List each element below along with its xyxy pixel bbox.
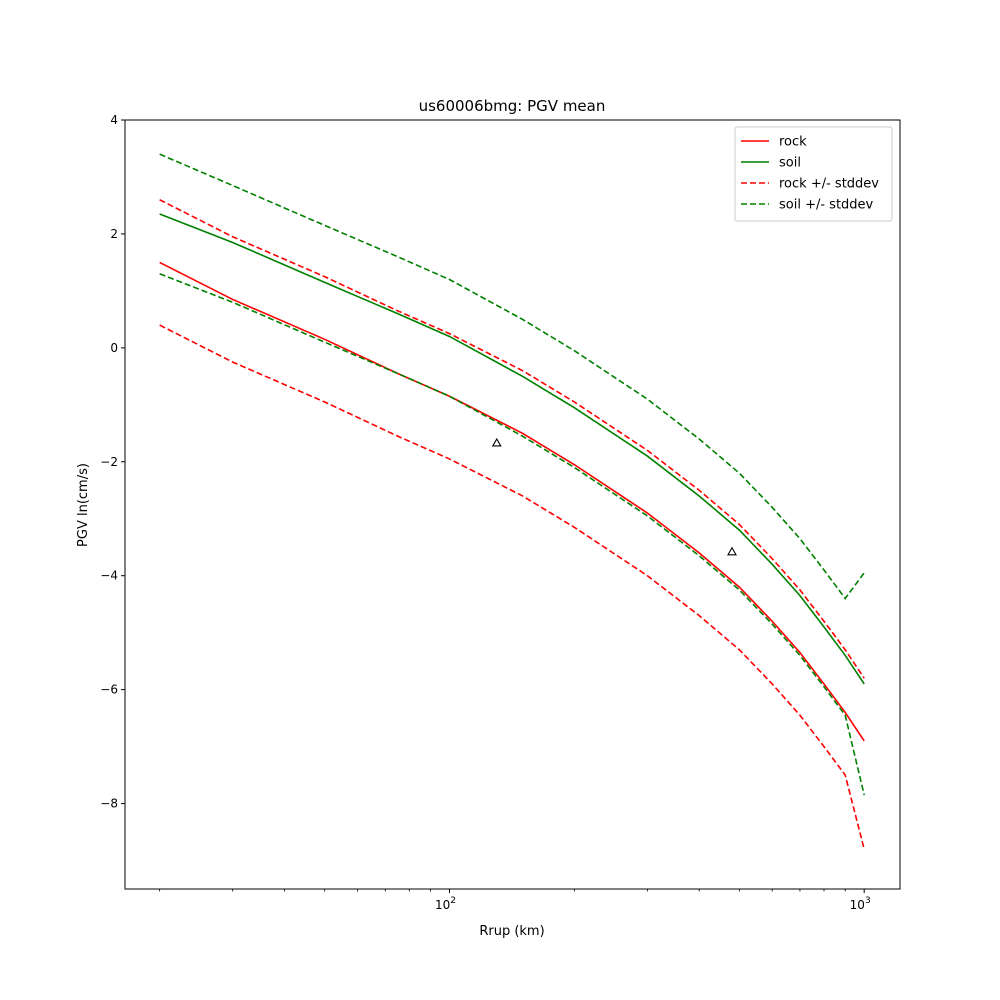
series-line-1 — [159, 213, 865, 685]
y-tick-label-6: −8 — [100, 797, 118, 811]
series-line-3 — [159, 324, 865, 850]
x-axis-label: Rrup (km) — [479, 924, 544, 939]
y-tick-label-4: −4 — [100, 569, 118, 583]
legend-label-3: soil +/- stddev — [779, 198, 874, 213]
legend: rock soil rock +/- stddev soil +/- stddev — [734, 126, 893, 222]
y-tick-label-3: −2 — [100, 455, 118, 469]
plot-frame — [124, 119, 901, 890]
series-line-2 — [159, 199, 865, 679]
legend-label-1: soil — [779, 156, 801, 171]
y-tick-label-0: 4 — [110, 113, 118, 127]
y-tick-label-2: 0 — [110, 341, 118, 355]
series-line-5 — [159, 273, 865, 796]
series-line-0 — [159, 261, 865, 742]
legend-label-2: rock +/- stddev — [779, 177, 879, 192]
y-tick-label-5: −6 — [100, 683, 118, 697]
y-tick-label-1: 2 — [110, 227, 118, 241]
plot-area — [159, 153, 865, 850]
legend-label-0: rock — [779, 135, 807, 150]
observation-point-0 — [491, 437, 502, 447]
chart-title: us60006bmg: PGV mean — [419, 97, 606, 115]
observation-point-1 — [727, 546, 737, 556]
legend-box — [734, 126, 893, 222]
y-axis-label: PGV ln(cm/s) — [76, 463, 91, 547]
